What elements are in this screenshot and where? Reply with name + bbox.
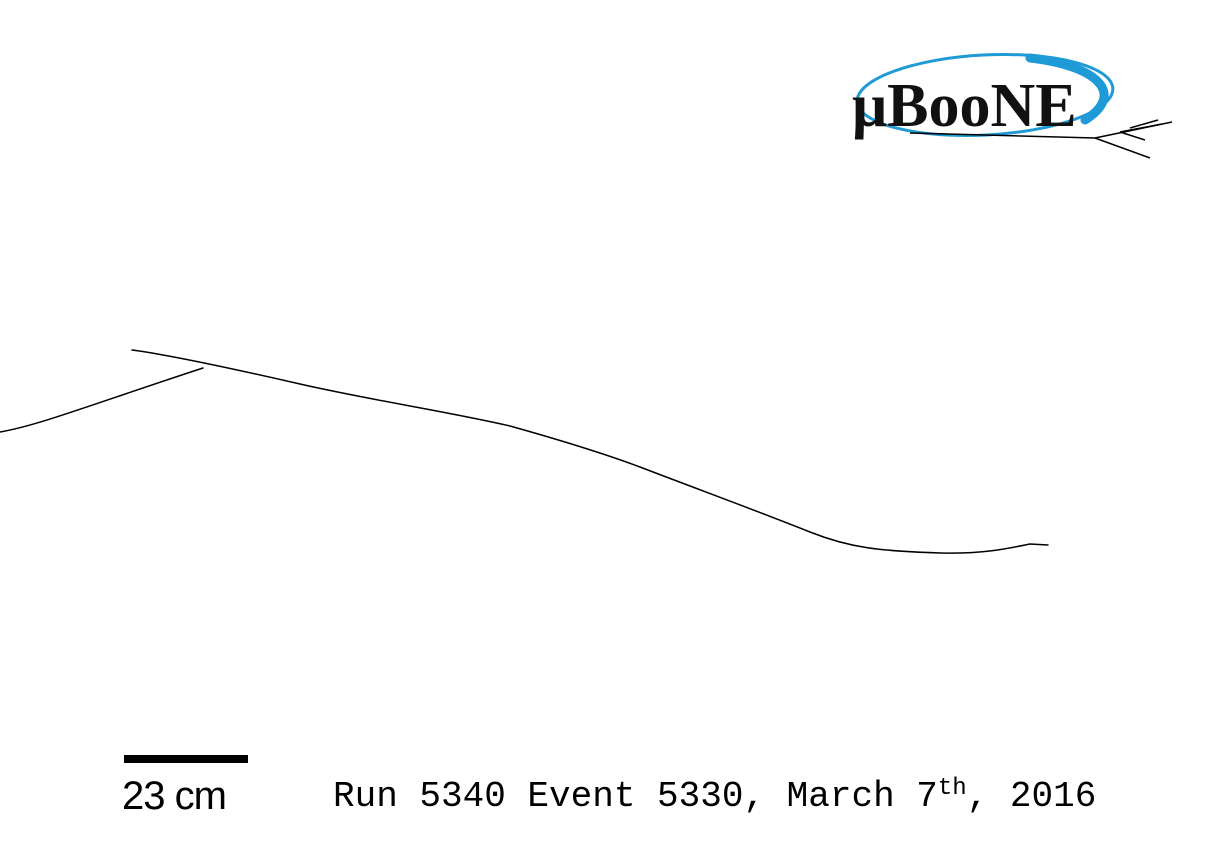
long-track: [131, 349, 1049, 554]
short-track: [0, 367, 204, 433]
microboone-logo: μBooNE: [852, 52, 1173, 159]
event-caption: Run 5340 Event 5330, March 7th, 2016: [333, 776, 1096, 817]
scale-bar: [124, 755, 248, 763]
event-caption-year: , 2016: [966, 776, 1097, 817]
scale-bar-label: 23 cm: [122, 774, 227, 818]
logo-text: μBooNE: [852, 72, 1077, 140]
event-caption-prefix: Run 5340 Event 5330, March 7: [333, 776, 938, 817]
neutrino-arrow-icon: [909, 119, 1173, 159]
logo-ring-thick-arc: [1025, 53, 1109, 125]
particle-tracks: [0, 349, 1049, 554]
event-caption-ordinal: th: [937, 775, 967, 802]
